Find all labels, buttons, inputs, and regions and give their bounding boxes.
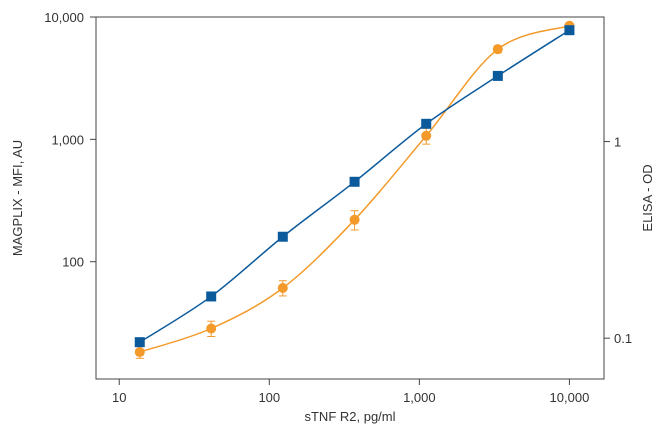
x-axis: 10 100 1,000 10,000 (112, 379, 589, 405)
data-point-circle (134, 347, 145, 358)
plot-frame (95, 16, 605, 380)
data-point-square (349, 176, 360, 187)
data-point-square (206, 291, 217, 302)
x-tick-label: 1,000 (403, 390, 436, 405)
data-point-square (277, 231, 288, 242)
x-tick-label: 10 (112, 390, 126, 405)
series-layer (134, 20, 575, 359)
x-tick-label: 10,000 (550, 390, 590, 405)
data-point-circle (492, 44, 503, 55)
data-point-square (134, 337, 145, 348)
y2-tick-label: 1 (614, 135, 621, 150)
data-point-square (564, 25, 575, 36)
y-tick-label: 1,000 (51, 132, 84, 147)
data-point-square (492, 70, 503, 81)
data-point-circle (206, 323, 217, 334)
y-tick-label: 100 (62, 255, 84, 270)
x-tick-label: 100 (258, 390, 280, 405)
y2-tick-label: 0.1 (614, 331, 632, 346)
plot-area (95, 16, 605, 380)
data-point-circle (421, 130, 432, 141)
y-axis-left: 100 1,000 10,000 (44, 10, 96, 270)
data-point-circle (349, 214, 360, 225)
y-axis-label: MAGPLIX - MFI, AU (10, 140, 25, 256)
y2-axis-label: ELISA - OD (640, 164, 655, 231)
series-line-OD (139, 25, 570, 353)
data-point-circle (277, 282, 288, 293)
x-axis-label: sTNF R2, pg/ml (304, 409, 395, 424)
data-point-square (421, 118, 432, 129)
y-axis-right: 0.11 (604, 135, 632, 346)
y-tick-label: 10,000 (44, 10, 84, 25)
